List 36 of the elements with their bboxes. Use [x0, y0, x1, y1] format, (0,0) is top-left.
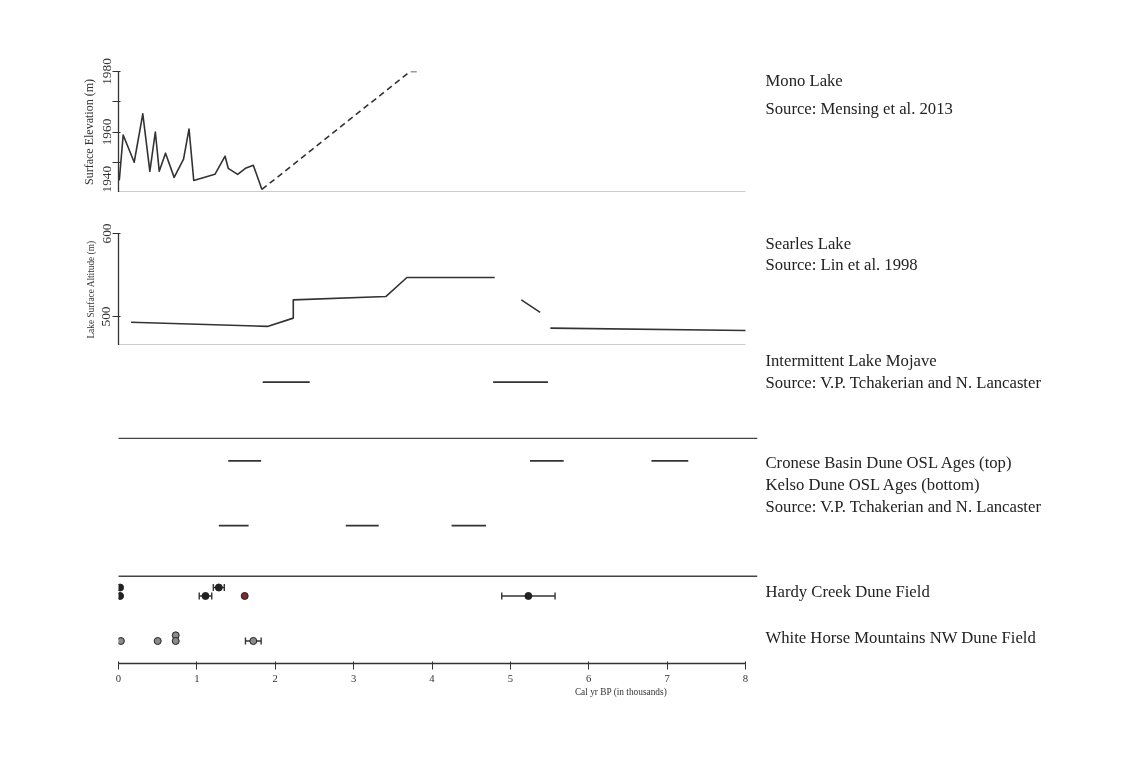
point: [118, 583, 125, 592]
text: Cronese Basin Dune OSL Ages (top): [765, 453, 1012, 472]
point: [118, 591, 125, 600]
y-axis-title: Surface Elevation (m): [81, 79, 96, 185]
x-tick-label: 6: [586, 672, 593, 684]
text: White Horse Mountains NW Dune Field: [765, 628, 1037, 647]
point: [524, 591, 533, 600]
text: Searles Lake: [765, 234, 852, 253]
source-note: Source: Lin et al. 1998: [765, 255, 918, 274]
x-tick-label: 2: [272, 672, 278, 684]
y-tick-label: 500: [98, 306, 114, 327]
y-tick-label: 1960: [98, 118, 114, 146]
text: Intermittent Lake Mojave: [765, 351, 937, 370]
y-axis-title: Lake Surface Altitude (m): [85, 240, 97, 339]
text: Hardy Creek Dune Field: [765, 582, 931, 601]
point: [171, 636, 180, 645]
text: Kelso Dune OSL Ages (bottom): [765, 475, 980, 494]
point: [153, 636, 162, 645]
x-tick-label: 1: [194, 672, 200, 684]
y-tick-label: 1980: [98, 57, 114, 85]
y-tick-label: 600: [98, 223, 114, 244]
x-tick-label: 8: [742, 672, 749, 684]
source-note: Source: Mensing et al. 2013: [765, 99, 953, 118]
source-note: Source: V.P. Tchakerian and N. Lancaster: [765, 497, 1042, 516]
x-tick-label: 0: [115, 672, 122, 684]
y-tick-label: 1940: [98, 165, 114, 193]
x-axis-title: Cal yr BP (in thousands): [574, 686, 667, 698]
point: [240, 591, 249, 600]
source-note: Source: V.P. Tchakerian and N. Lancaster: [765, 373, 1042, 392]
x-tick-label: 4: [429, 672, 436, 684]
point: [249, 636, 258, 645]
x-tick-label: 7: [664, 672, 671, 684]
point: [118, 636, 125, 645]
x-tick-label: 5: [507, 672, 514, 684]
x-tick-label: 3: [350, 672, 357, 684]
text: Mono Lake: [765, 71, 843, 90]
